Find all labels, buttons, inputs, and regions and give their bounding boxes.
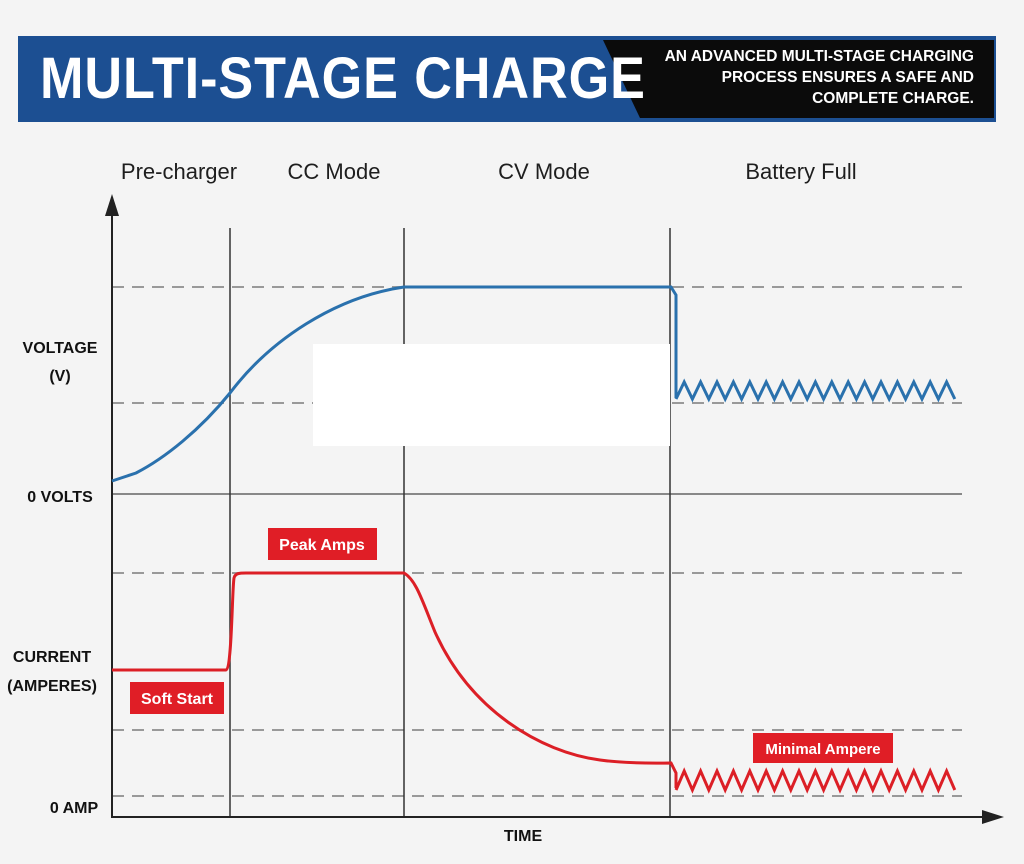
phase-label-precharger: Pre-charger: [121, 159, 237, 184]
minimal-ampere-tag-bg: [753, 733, 893, 763]
voltage-float-zigzag: [674, 378, 957, 403]
minimal-ampere-tag: Minimal Ampere: [753, 733, 893, 763]
soft-start-tag: Soft Start: [130, 682, 224, 714]
minimal-ampere-label: Minimal Ampere: [765, 741, 880, 758]
peak-amps-label: Peak Amps: [279, 537, 365, 554]
voltage-curve: [111, 285, 678, 483]
axes: [105, 194, 1004, 824]
banner-title: MULTI-STAGE CHARGE: [40, 46, 646, 111]
blank-patch: [313, 344, 670, 446]
tagline-line-1: AN ADVANCED MULTI-STAGE CHARGING: [664, 48, 974, 65]
phase-label-cv-mode: CV Mode: [498, 159, 590, 184]
time-axis-label: TIME: [504, 828, 543, 845]
current-float-zigzag: [674, 767, 957, 794]
phase-labels: Pre-charger CC Mode CV Mode Battery Full: [121, 159, 857, 184]
phase-label-battery-full: Battery Full: [745, 159, 856, 184]
current-axis-label-line2: (AMPERES): [7, 678, 97, 695]
zero-volts-label: 0 VOLTS: [27, 489, 93, 506]
peak-amps-tag: Peak Amps: [268, 528, 377, 560]
banner-tagline: AN ADVANCED MULTI-STAGE CHARGING PROCESS…: [594, 46, 974, 109]
zero-amp-label: 0 AMP: [50, 800, 99, 817]
banner-background: [18, 36, 996, 122]
peak-amps-tag-bg: [268, 528, 377, 560]
phase-label-cc-mode: CC Mode: [288, 159, 381, 184]
current-axis-label-line1: CURRENT: [13, 649, 91, 666]
soft-start-label: Soft Start: [141, 691, 214, 708]
voltage-axis-label-line1: VOLTAGE: [23, 340, 98, 357]
tagline-line-2: PROCESS ENSURES A SAFE AND: [721, 69, 974, 86]
tagline-line-3: COMPLETE CHARGE.: [812, 90, 974, 107]
voltage-axis-label-line2: (V): [49, 368, 70, 385]
title-banner: MULTI-STAGE CHARGE AN ADVANCED MULTI-STA…: [18, 36, 996, 122]
phase-dividers: [229, 228, 671, 816]
axis-labels: VOLTAGE (V) 0 VOLTS CURRENT (AMPERES) 0 …: [7, 340, 542, 845]
y-axis-arrow-icon: [105, 194, 119, 216]
soft-start-tag-bg: [130, 682, 224, 714]
banner-black-panel: [603, 40, 994, 118]
current-curve: [112, 571, 678, 788]
x-axis-arrow-icon: [982, 810, 1004, 824]
